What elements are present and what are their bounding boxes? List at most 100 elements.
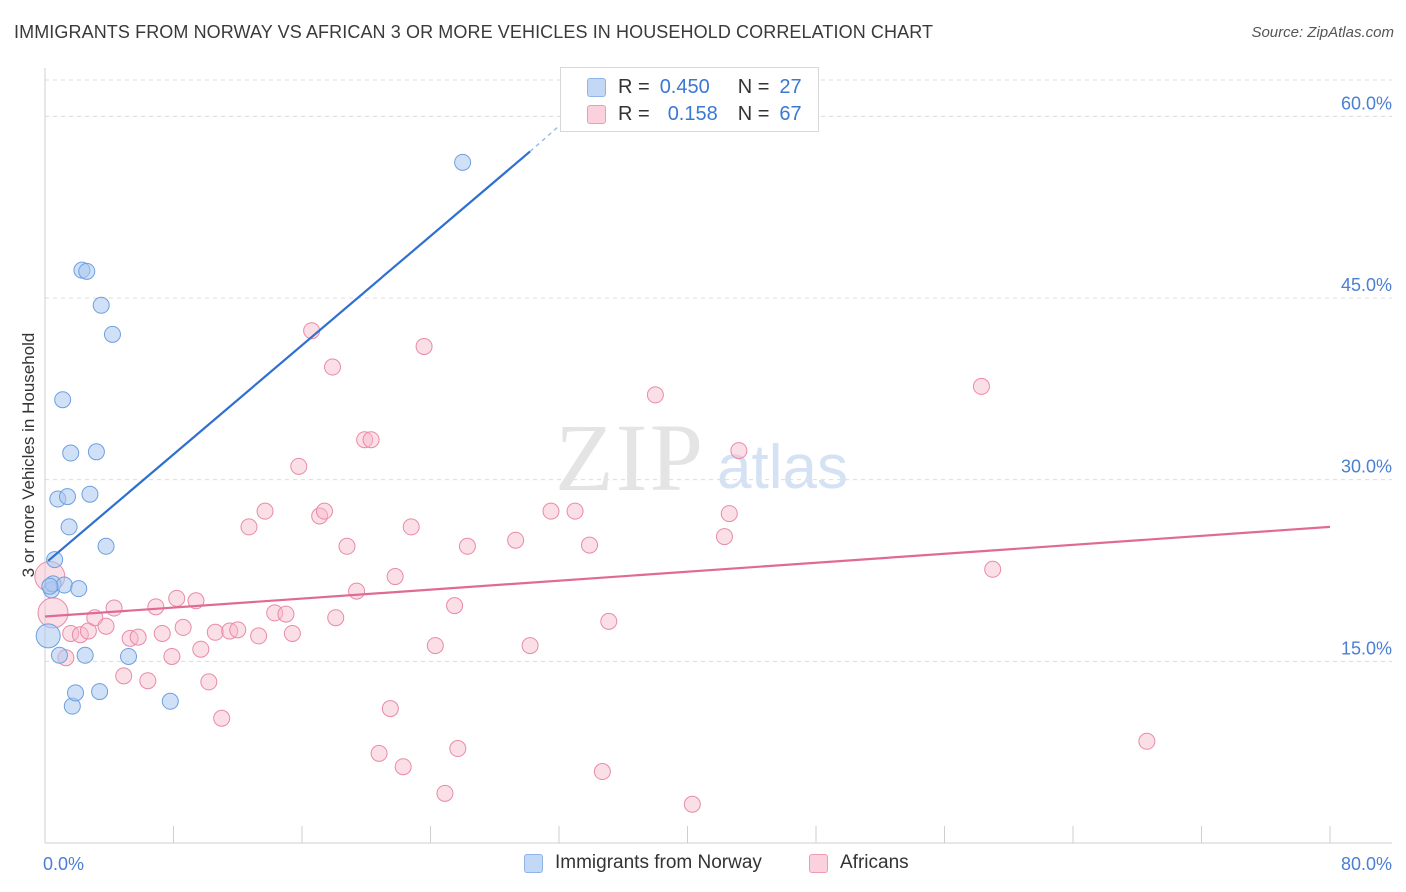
series-label-norway: Immigrants from Norway bbox=[555, 852, 762, 873]
africans-point bbox=[566, 502, 584, 520]
watermark-atlas: atlas bbox=[717, 433, 848, 502]
norway-point bbox=[62, 444, 80, 462]
africans-point bbox=[542, 502, 560, 520]
legend-n-value: 67 bbox=[779, 102, 802, 125]
africans-point bbox=[446, 597, 464, 615]
africans-point bbox=[213, 709, 231, 727]
norway-point bbox=[41, 577, 59, 595]
norway-trend-line bbox=[47, 150, 531, 562]
africans-point bbox=[327, 609, 345, 627]
legend-r-label: R = bbox=[618, 102, 650, 125]
africans-point bbox=[168, 589, 186, 607]
norway-point bbox=[67, 684, 85, 702]
norway-point bbox=[92, 296, 110, 314]
africans-point bbox=[449, 740, 467, 758]
africans-point bbox=[290, 457, 308, 475]
africans-point bbox=[386, 568, 404, 586]
africans-point bbox=[394, 758, 412, 776]
series-swatch-norway bbox=[524, 853, 543, 873]
norway-point bbox=[91, 683, 109, 701]
y-tick-label: 30.0% bbox=[1341, 457, 1392, 477]
africans-point bbox=[192, 640, 210, 658]
norway-point bbox=[78, 262, 96, 280]
africans-point bbox=[174, 618, 192, 636]
africans-point bbox=[507, 531, 525, 549]
africans-point bbox=[521, 637, 539, 655]
africans-point bbox=[972, 377, 990, 395]
africans-point bbox=[163, 647, 181, 665]
legend-swatch-norway bbox=[587, 77, 606, 97]
africans-point bbox=[715, 528, 733, 546]
africans-point bbox=[1138, 732, 1156, 750]
africans-point bbox=[277, 605, 295, 623]
africans-point bbox=[115, 667, 133, 685]
africans-point bbox=[240, 518, 258, 536]
africans-point bbox=[370, 744, 388, 762]
x-tick-label: 0.0% bbox=[43, 854, 84, 874]
norway-point bbox=[50, 646, 68, 664]
africans-point bbox=[458, 537, 476, 555]
africans-point bbox=[139, 672, 157, 690]
series-legend-norway[interactable]: Immigrants from Norway bbox=[524, 852, 762, 874]
africans-point bbox=[646, 386, 664, 404]
trend-lines bbox=[44, 125, 1331, 618]
watermark: ZIP atlas bbox=[555, 404, 848, 511]
africans-point bbox=[250, 627, 268, 645]
africans-point bbox=[311, 507, 329, 525]
africans-point bbox=[381, 700, 399, 718]
africans-point bbox=[593, 763, 611, 781]
africans-point bbox=[324, 358, 342, 376]
africans-point bbox=[683, 795, 701, 813]
y-tick-label: 60.0% bbox=[1341, 93, 1392, 113]
legend-swatch-africans bbox=[587, 104, 606, 124]
africans-point bbox=[730, 442, 748, 460]
norway-point bbox=[76, 646, 94, 664]
source-credit: Source: ZipAtlas.com bbox=[1251, 24, 1394, 41]
africans-point bbox=[581, 536, 599, 554]
axis-labels: 3 or more Vehicles in Household 15.0% 30.… bbox=[19, 93, 1392, 874]
africans-point bbox=[147, 598, 165, 616]
legend-r-label: R = bbox=[618, 75, 650, 98]
africans-point bbox=[362, 431, 380, 449]
series-swatch-africans bbox=[809, 853, 828, 873]
y-tick-label: 45.0% bbox=[1341, 275, 1392, 295]
norway-point bbox=[60, 518, 78, 536]
africans-point bbox=[720, 505, 738, 523]
africans-point bbox=[200, 673, 218, 691]
data-points bbox=[34, 153, 1156, 813]
africans-point bbox=[256, 502, 274, 520]
y-tick-label: 15.0% bbox=[1341, 638, 1392, 658]
watermark-zip: ZIP bbox=[555, 404, 705, 511]
africans-point bbox=[105, 599, 123, 617]
norway-point bbox=[70, 580, 88, 598]
africans-point bbox=[426, 637, 444, 655]
norway-point bbox=[55, 576, 73, 594]
series-legend-africans[interactable]: Africans bbox=[809, 852, 909, 874]
norway-point bbox=[87, 443, 105, 461]
legend-n-label: N = bbox=[737, 102, 770, 125]
axes bbox=[44, 68, 1392, 844]
gridlines bbox=[45, 79, 1392, 662]
africans-point bbox=[283, 624, 301, 642]
norway-point bbox=[161, 692, 179, 710]
africans-point bbox=[71, 626, 89, 644]
correlation-legend: R = 0.450 N = 27 R = 0.158 N = 67 bbox=[560, 67, 819, 132]
africans-point bbox=[348, 582, 366, 600]
africans-point bbox=[338, 537, 356, 555]
africans-point bbox=[402, 518, 420, 536]
norway-point bbox=[46, 551, 64, 569]
africans-point bbox=[229, 621, 247, 639]
legend-row-africans: R = 0.158 N = 67 bbox=[561, 101, 802, 127]
africans-point bbox=[356, 431, 374, 449]
series-legend: Immigrants from Norway Africans bbox=[0, 850, 1406, 878]
africans-point bbox=[206, 623, 224, 641]
legend-r-value: 0.158 bbox=[667, 102, 718, 125]
africans-point bbox=[97, 617, 115, 635]
series-label-africans: Africans bbox=[840, 852, 909, 873]
norway-point bbox=[81, 485, 99, 503]
norway-point bbox=[58, 488, 76, 506]
legend-r-value: 0.450 bbox=[659, 75, 710, 98]
legend-row-norway: R = 0.450 N = 27 bbox=[561, 74, 802, 100]
x-tick-label: 80.0% bbox=[1341, 854, 1392, 874]
